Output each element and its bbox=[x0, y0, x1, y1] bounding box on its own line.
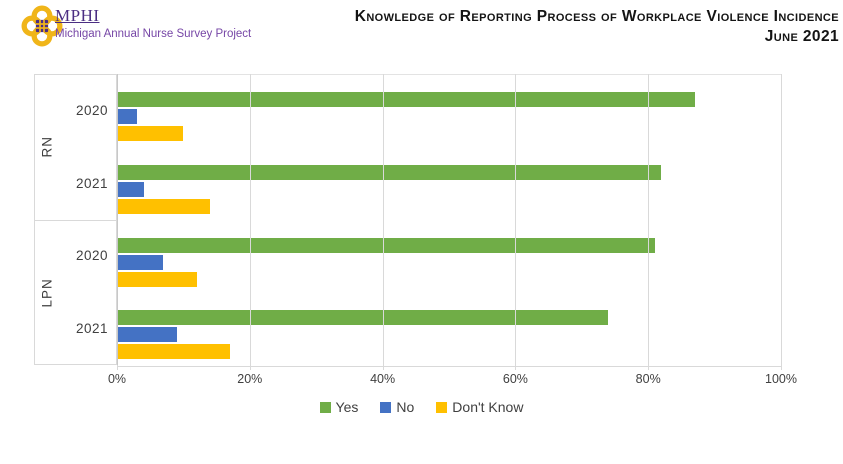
x-axis-label-100%: 100% bbox=[765, 372, 797, 386]
bar-lpn-2020-yes bbox=[117, 237, 655, 253]
bar-rn-2021-yes bbox=[117, 164, 662, 180]
year-label-rn-2021: 2021 bbox=[75, 175, 108, 191]
gridline-0% bbox=[117, 74, 118, 365]
axis-tick-0% bbox=[117, 365, 118, 370]
legend-item-dont_know: Don't Know bbox=[436, 399, 523, 415]
chart-title-line2: June 2021 bbox=[764, 28, 839, 46]
bar-lpn-2021-dont_know bbox=[117, 344, 230, 360]
axis-tick-40% bbox=[382, 365, 384, 370]
bar-rn-2021-no bbox=[117, 181, 144, 197]
logo-tagline: Michigan Annual Nurse Survey Project bbox=[55, 27, 252, 40]
axis-tick-60% bbox=[515, 365, 517, 370]
mphi-knot-logo-icon bbox=[21, 5, 63, 47]
bar-lpn-2021-no bbox=[117, 327, 177, 343]
legend-label-no: No bbox=[396, 399, 415, 415]
bar-rn-2020-dont_know bbox=[117, 126, 184, 141]
legend-label-dont_know: Don't Know bbox=[452, 399, 524, 415]
gridline-100% bbox=[781, 74, 782, 365]
plot-area bbox=[117, 74, 781, 367]
axis-tick-20% bbox=[249, 365, 251, 370]
x-axis-label-60%: 60% bbox=[502, 372, 528, 386]
x-axis-label-20%: 20% bbox=[237, 372, 263, 386]
legend-swatch-yes bbox=[319, 401, 331, 413]
bar-rn-2020-yes bbox=[117, 92, 695, 107]
axis-tick-80% bbox=[648, 365, 650, 370]
legend-swatch-dont_know bbox=[436, 401, 448, 413]
x-axis-label-80%: 80% bbox=[635, 372, 661, 386]
chart-title-block: Knowledge of Reporting Process of Workpl… bbox=[355, 7, 839, 48]
bar-rn-2021-dont_know bbox=[117, 198, 210, 214]
x-axis-label-0%: 0% bbox=[107, 372, 127, 386]
gridline-60% bbox=[515, 74, 517, 365]
gridline-80% bbox=[648, 74, 650, 365]
chart-legend: Yes No Don't Know bbox=[0, 399, 843, 415]
category-group-divider bbox=[34, 219, 117, 221]
group-label-lpn: LPN bbox=[39, 277, 55, 307]
legend-item-no: No bbox=[380, 399, 414, 415]
legend-swatch-no bbox=[380, 401, 392, 413]
gridline-40% bbox=[382, 74, 384, 365]
bar-rn-2020-no bbox=[117, 109, 137, 124]
gridline-20% bbox=[249, 74, 251, 365]
bar-lpn-2021-yes bbox=[117, 310, 609, 326]
legend-item-yes: Yes bbox=[319, 399, 359, 415]
axis-tick-100% bbox=[781, 365, 782, 370]
year-label-lpn-2021: 2021 bbox=[75, 321, 108, 337]
logo-text-block: MPHI Michigan Annual Nurse Survey Projec… bbox=[55, 6, 252, 40]
mphi-link[interactable]: MPHI bbox=[55, 6, 100, 25]
year-label-lpn-2020: 2020 bbox=[75, 248, 108, 264]
x-axis-label-40%: 40% bbox=[370, 372, 396, 386]
year-label-rn-2020: 2020 bbox=[75, 102, 108, 118]
chart-title-line1: Knowledge of Reporting Process of Workpl… bbox=[354, 8, 839, 25]
bar-lpn-2020-dont_know bbox=[117, 271, 197, 287]
group-label-rn: RN bbox=[39, 136, 55, 158]
bar-lpn-2020-no bbox=[117, 254, 164, 270]
legend-label-yes: Yes bbox=[335, 399, 359, 415]
